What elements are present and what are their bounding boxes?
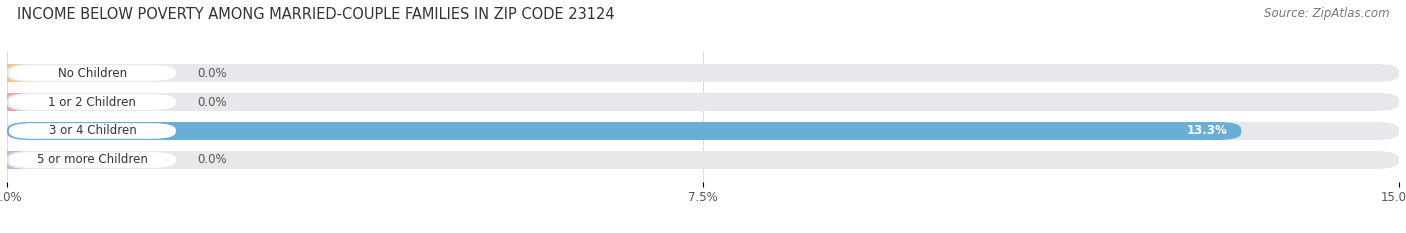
Text: 5 or more Children: 5 or more Children [37, 154, 148, 167]
FancyBboxPatch shape [0, 64, 31, 82]
Text: Source: ZipAtlas.com: Source: ZipAtlas.com [1264, 7, 1389, 20]
Text: INCOME BELOW POVERTY AMONG MARRIED-COUPLE FAMILIES IN ZIP CODE 23124: INCOME BELOW POVERTY AMONG MARRIED-COUPL… [17, 7, 614, 22]
Text: 0.0%: 0.0% [197, 66, 226, 79]
Text: 1 or 2 Children: 1 or 2 Children [48, 96, 136, 109]
Text: 13.3%: 13.3% [1187, 124, 1227, 137]
FancyBboxPatch shape [8, 65, 176, 81]
FancyBboxPatch shape [8, 94, 176, 110]
FancyBboxPatch shape [0, 93, 31, 111]
FancyBboxPatch shape [7, 64, 1399, 82]
FancyBboxPatch shape [7, 151, 1399, 169]
Text: 0.0%: 0.0% [197, 154, 226, 167]
FancyBboxPatch shape [7, 93, 1399, 111]
FancyBboxPatch shape [7, 122, 1399, 140]
FancyBboxPatch shape [0, 151, 31, 169]
Text: 0.0%: 0.0% [197, 96, 226, 109]
FancyBboxPatch shape [7, 122, 1241, 140]
Text: No Children: No Children [58, 66, 127, 79]
FancyBboxPatch shape [8, 123, 176, 139]
Text: 3 or 4 Children: 3 or 4 Children [49, 124, 136, 137]
FancyBboxPatch shape [8, 152, 176, 168]
